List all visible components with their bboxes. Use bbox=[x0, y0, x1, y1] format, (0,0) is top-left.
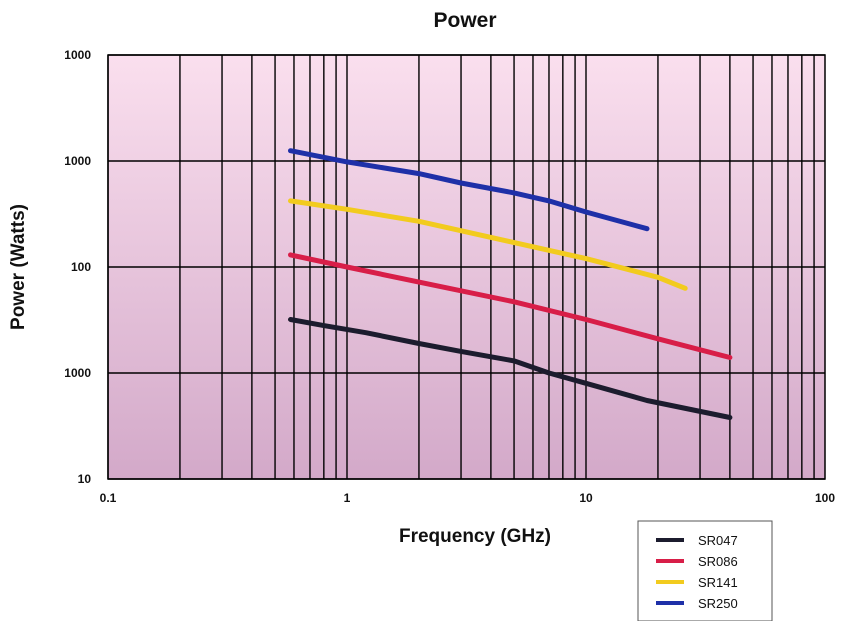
series-lines bbox=[288, 148, 733, 420]
series-line-sr086 bbox=[288, 252, 733, 360]
legend-label-sr141: SR141 bbox=[698, 575, 738, 590]
x-tick-label: 100 bbox=[815, 491, 835, 505]
y-tick-label: 1000 bbox=[64, 154, 91, 168]
series-line-sr047 bbox=[288, 317, 733, 420]
y-tick-label: 100 bbox=[71, 260, 91, 274]
legend-label-sr250: SR250 bbox=[698, 596, 738, 611]
x-axis-label: Frequency (GHz) bbox=[399, 526, 551, 547]
plot-frame bbox=[107, 54, 826, 480]
legend-label-sr086: SR086 bbox=[698, 554, 738, 569]
y-tick-labels: 10 1000 100 1000 1000 bbox=[64, 48, 91, 486]
y-tick-label: 1000 bbox=[64, 366, 91, 380]
y-tick-label: 1000 bbox=[64, 48, 91, 62]
x-tick-labels: 0.1 1 10 100 bbox=[100, 491, 836, 505]
series-line-sr141 bbox=[288, 198, 688, 291]
x-tick-label: 10 bbox=[579, 491, 593, 505]
x-tick-label: 1 bbox=[344, 491, 351, 505]
chart-title: Power bbox=[433, 9, 496, 32]
legend-label-sr047: SR047 bbox=[698, 533, 738, 548]
y-tick-label: 10 bbox=[78, 472, 92, 486]
x-tick-label: 0.1 bbox=[100, 491, 117, 505]
y-axis-label: Power (Watts) bbox=[8, 204, 29, 330]
series-line-sr250 bbox=[288, 148, 650, 232]
legend: SR047 SR086 SR141 SR250 bbox=[637, 520, 773, 621]
